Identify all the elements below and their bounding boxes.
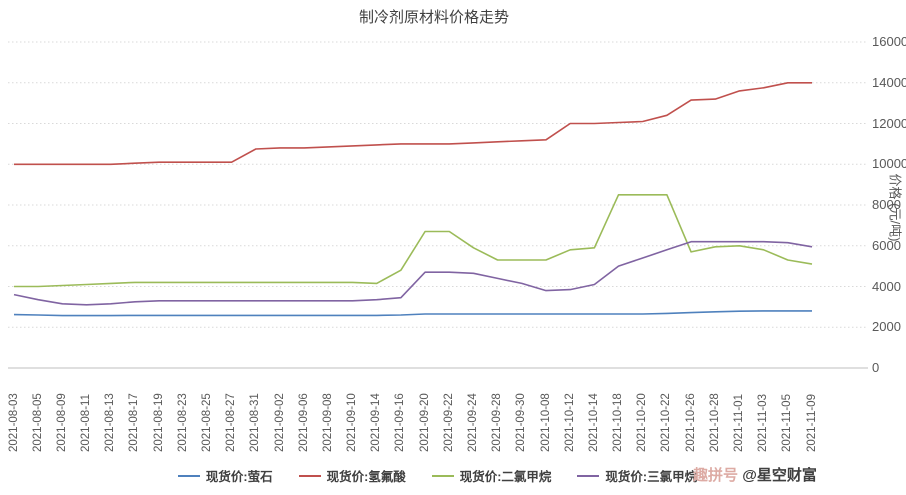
x-tick-label: 2021-10-26 xyxy=(684,393,697,452)
x-tick-label: 2021-08-13 xyxy=(104,393,117,452)
watermark: 趣拼号 @星空财富 xyxy=(693,464,817,485)
x-tick-label: 2021-08-09 xyxy=(55,393,68,452)
legend-item-2: 现货价:二氯甲烷 xyxy=(431,466,552,485)
x-tick-label: 2021-08-25 xyxy=(200,393,213,452)
x-tick-label: 2021-11-03 xyxy=(757,394,770,452)
x-tick-label: 2021-10-28 xyxy=(708,393,721,452)
legend-item-3: 现货价:三氯甲烷 xyxy=(577,466,697,485)
x-tick-label: 2021-09-08 xyxy=(321,393,334,452)
legend-line-swatch xyxy=(577,474,600,477)
x-tick-label: 2021-10-12 xyxy=(563,393,576,452)
x-tick-label: 2021-09-14 xyxy=(370,393,383,452)
legend-label: 现货价:萤石 xyxy=(205,470,273,484)
x-tick-label: 2021-08-11 xyxy=(80,394,93,452)
legend-line-swatch xyxy=(177,474,200,477)
y-tick-label: 12000 xyxy=(872,115,906,131)
legend-item-0: 现货价:萤石 xyxy=(177,466,273,485)
x-tick-label: 2021-10-08 xyxy=(539,393,552,452)
x-tick-label: 2021-10-18 xyxy=(612,393,625,452)
y-tick-label: 16000 xyxy=(872,34,906,49)
x-tick-label: 2021-08-31 xyxy=(249,393,262,452)
x-tick-label: 2021-08-27 xyxy=(225,393,238,452)
x-tick-label: 2021-08-17 xyxy=(128,393,141,452)
x-tick-label: 2021-11-01 xyxy=(732,394,745,452)
y-tick-label: 2000 xyxy=(872,319,901,335)
series-line-3 xyxy=(13,240,813,306)
y-tick-label: 6000 xyxy=(872,237,901,253)
x-tick-label: 2021-08-03 xyxy=(7,393,20,452)
x-tick-label: 2021-09-22 xyxy=(442,393,455,452)
y-tick-label: 8000 xyxy=(872,197,901,212)
x-tick-label: 2021-08-23 xyxy=(176,393,189,452)
x-tick-label: 2021-10-22 xyxy=(660,393,673,452)
legend-line-swatch xyxy=(431,474,454,477)
x-tick-label: 2021-08-19 xyxy=(152,393,165,452)
watermark-badge: 趣拼号 xyxy=(693,467,739,484)
x-tick-label: 2021-09-28 xyxy=(491,393,504,452)
x-tick-label: 2021-09-24 xyxy=(466,393,479,452)
x-tick-label: 2021-08-05 xyxy=(31,393,44,452)
legend-label: 现货价:二氯甲烷 xyxy=(459,470,552,484)
x-tick-label: 2021-10-20 xyxy=(636,393,649,452)
y-tick-label: 10000 xyxy=(872,156,906,172)
x-tick-label: 2021-09-06 xyxy=(297,393,310,452)
y-tick-label: 4000 xyxy=(872,278,901,294)
legend: 现货价:萤石 现货价:氢氟酸 现货价:二氯甲烷 现货价:三氯甲烷 xyxy=(0,466,875,485)
series-line-1 xyxy=(14,82,812,166)
legend-label: 现货价:氢氟酸 xyxy=(326,470,406,484)
legend-item-1: 现货价:氢氟酸 xyxy=(298,466,406,485)
x-tick-label: 2021-09-02 xyxy=(273,393,286,452)
x-tick-label: 2021-09-16 xyxy=(394,393,407,452)
x-tick-label: 2021-11-05 xyxy=(781,394,794,452)
series-line-0 xyxy=(13,310,812,317)
watermark-handle: @星空财富 xyxy=(742,467,817,484)
y-axis-title: 价格 (元/吨) xyxy=(887,173,903,242)
legend-label: 现货价:三氯甲烷 xyxy=(605,470,698,484)
x-tick-label: 2021-10-14 xyxy=(587,393,600,452)
y-tick-label: 14000 xyxy=(872,74,906,90)
x-tick-label: 2021-11-09 xyxy=(805,394,818,452)
chart-title: 制冷剂原材料价格走势 xyxy=(358,9,509,26)
x-tick-label: 2021-09-30 xyxy=(515,393,528,452)
x-tick-label: 2021-09-10 xyxy=(346,393,359,452)
legend-line-swatch xyxy=(298,474,321,477)
y-tick-label: 0 xyxy=(872,360,880,375)
x-tick-label: 2021-09-20 xyxy=(418,393,431,452)
series-line-2 xyxy=(14,194,813,288)
